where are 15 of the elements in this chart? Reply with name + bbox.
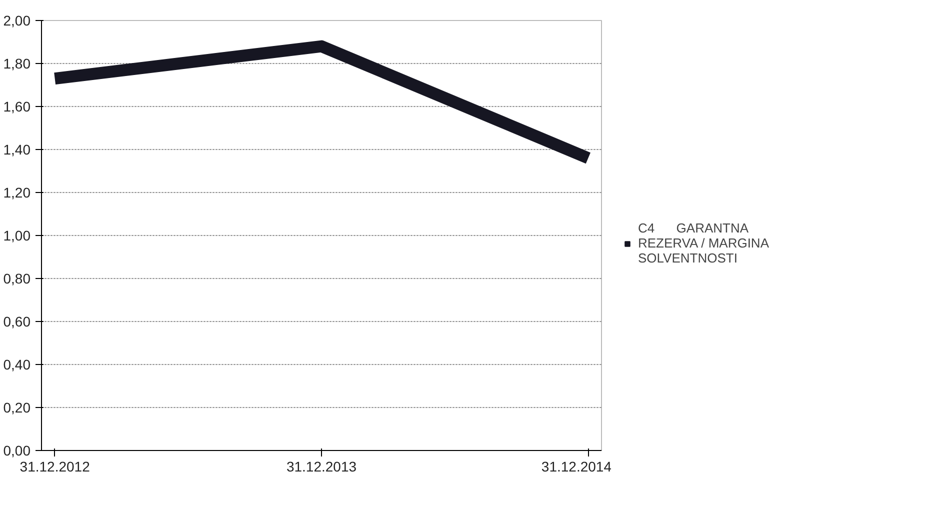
y-tick-label: 1,00 [3,228,31,244]
x-tick-label: 31.12.2014 [541,458,612,474]
y-tick-label: 0,20 [3,400,31,416]
y-tick-label: 0,80 [3,270,31,286]
y-tick-label: 1,40 [3,142,31,158]
y-tick-label: 2,00 [3,12,31,28]
y-tick-label: 1,80 [3,56,31,72]
x-tick-label: 31.12.2012 [20,458,90,474]
y-tick-label: 1,60 [3,98,31,114]
y-tick-label: 0,60 [3,314,31,330]
y-tick-label: 0,40 [3,356,31,372]
legend-label: C4 GARANTNA REZERVA / MARGINA SOLVENTNOSTI [638,220,769,266]
x-tick-label: 31.12.2013 [286,458,357,474]
y-tick-label: 1,20 [3,184,31,200]
y-tick-label: 0,00 [3,442,31,458]
